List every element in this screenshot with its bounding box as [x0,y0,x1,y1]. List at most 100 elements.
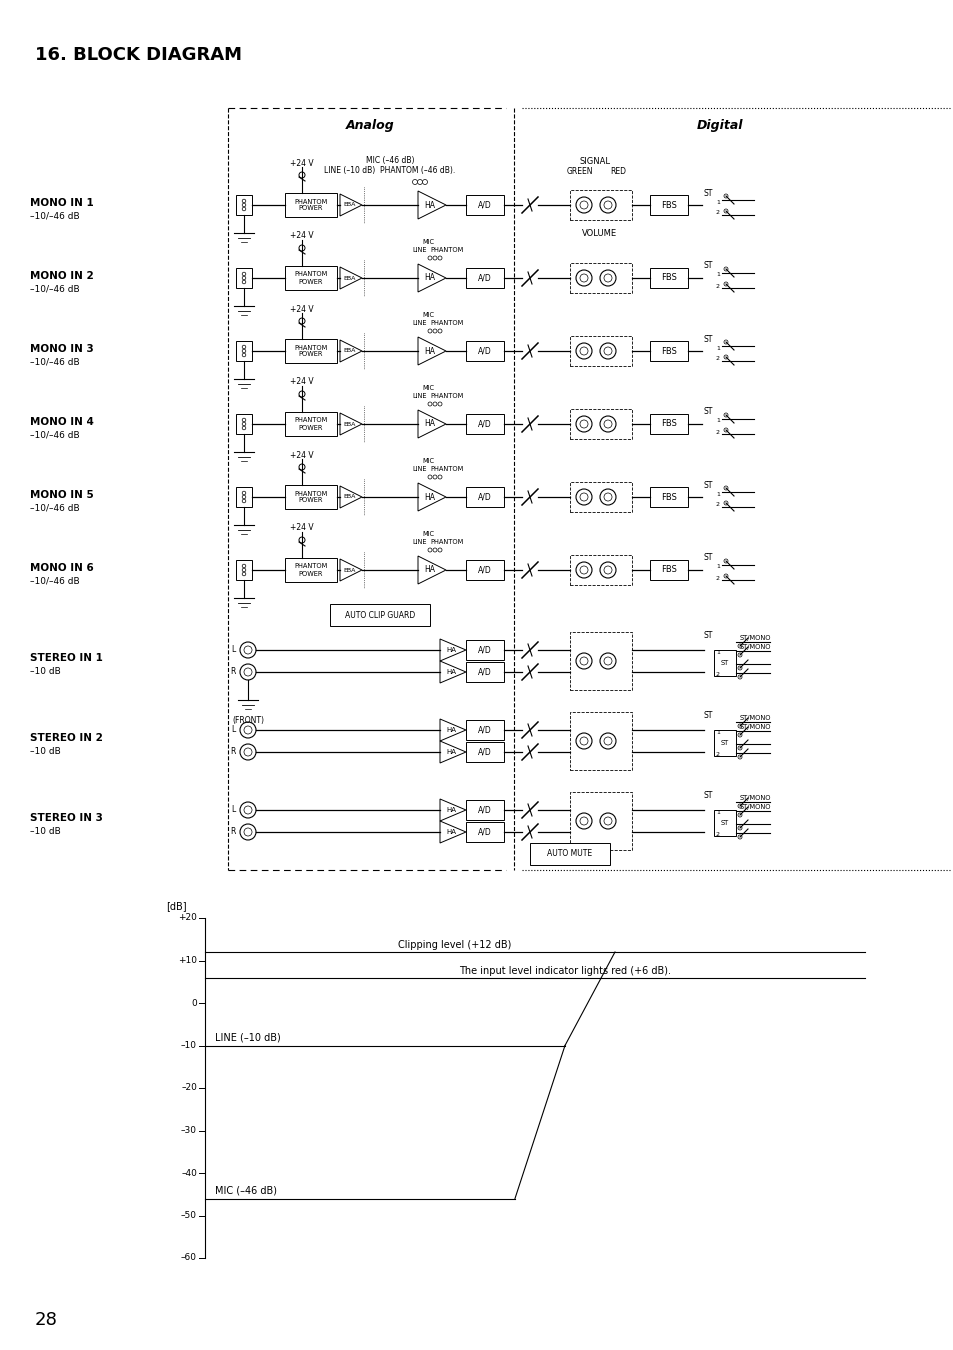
Polygon shape [417,265,446,292]
Text: LINE: LINE [412,539,426,545]
Circle shape [723,340,727,344]
Text: MONO IN 1: MONO IN 1 [30,198,93,208]
Polygon shape [339,194,361,216]
Text: PHANTOM
POWER: PHANTOM POWER [294,198,327,212]
Circle shape [579,566,587,574]
Circle shape [579,737,587,745]
Text: ST: ST [703,335,713,343]
Bar [530,842,609,865]
Polygon shape [339,267,361,289]
Text: MIC: MIC [421,385,434,391]
Bar [285,193,336,217]
Circle shape [242,568,246,572]
Circle shape [603,201,612,209]
Circle shape [599,813,616,829]
Circle shape [244,726,252,734]
Circle shape [437,475,441,479]
Text: MONO IN 2: MONO IN 2 [30,271,93,281]
Text: PHANTOM
POWER: PHANTOM POWER [294,563,327,576]
Circle shape [242,273,246,275]
Text: –60: –60 [181,1254,196,1262]
Bar [649,560,687,580]
Circle shape [576,416,592,432]
Bar [569,263,631,293]
Circle shape [242,354,246,356]
Text: EBA: EBA [343,494,355,499]
Text: A/D: A/D [477,828,492,837]
Text: LINE: LINE [412,393,426,400]
Text: HA: HA [445,670,456,675]
Polygon shape [439,741,465,763]
Text: ST: ST [703,791,713,801]
Text: ST/MONO: ST/MONO [740,795,771,801]
Text: ST: ST [703,554,713,563]
Text: ST/MONO: ST/MONO [740,634,771,641]
Bar [569,336,631,366]
Text: 16. BLOCK DIAGRAM: 16. BLOCK DIAGRAM [35,46,242,63]
Text: MONO IN 3: MONO IN 3 [30,344,93,354]
Text: 2: 2 [716,356,720,362]
Text: LINE (–10 dB): LINE (–10 dB) [214,1033,280,1042]
Text: 2: 2 [716,429,720,435]
Text: 1: 1 [716,200,720,204]
Text: GREEN: GREEN [566,167,593,177]
Text: A/D: A/D [477,347,492,355]
Bar [465,487,503,508]
Circle shape [242,350,246,352]
Text: FBS: FBS [660,347,677,355]
Text: MONO IN 6: MONO IN 6 [30,563,93,572]
Text: 1: 1 [716,273,720,278]
Circle shape [240,643,255,657]
Circle shape [576,343,592,359]
Circle shape [240,744,255,760]
Bar [649,342,687,360]
Bar [465,822,503,842]
Text: MIC: MIC [421,458,434,464]
Text: EBA: EBA [343,275,355,281]
Circle shape [244,806,252,814]
Circle shape [599,270,616,286]
Circle shape [433,548,436,552]
Bar [285,412,336,436]
Circle shape [723,574,727,578]
Circle shape [738,747,741,751]
Circle shape [723,209,727,213]
Text: –10/–46 dB: –10/–46 dB [30,576,79,586]
Circle shape [723,486,727,490]
Circle shape [242,495,246,498]
Text: EBA: EBA [343,202,355,208]
Text: PHANTOM: PHANTOM [430,539,463,545]
Circle shape [242,277,246,279]
Circle shape [599,416,616,432]
Bar [465,194,503,215]
Polygon shape [417,483,446,512]
Circle shape [242,427,246,429]
Text: –50: –50 [181,1211,196,1220]
Text: PHANTOM: PHANTOM [430,466,463,472]
Circle shape [422,180,427,185]
Circle shape [603,657,612,666]
Circle shape [579,347,587,355]
Text: ST: ST [703,632,713,640]
Text: STEREO IN 3: STEREO IN 3 [30,813,103,823]
Text: LINE: LINE [412,320,426,325]
Bar [649,269,687,288]
Text: FBS: FBS [660,201,677,209]
Bar [465,560,503,580]
Circle shape [603,274,612,282]
Text: STEREO IN 2: STEREO IN 2 [30,733,103,743]
Text: HA: HA [424,493,435,501]
Bar [569,409,631,439]
Text: L: L [232,806,235,814]
Polygon shape [439,662,465,683]
Bar [465,640,503,660]
Bar [465,743,503,761]
Text: A/D: A/D [477,667,492,676]
Circle shape [576,653,592,670]
Circle shape [242,564,246,568]
Text: –10/–46 dB: –10/–46 dB [30,358,79,366]
Text: MIC: MIC [421,312,434,319]
Bar [649,487,687,508]
Bar [285,558,336,582]
Circle shape [723,194,727,198]
